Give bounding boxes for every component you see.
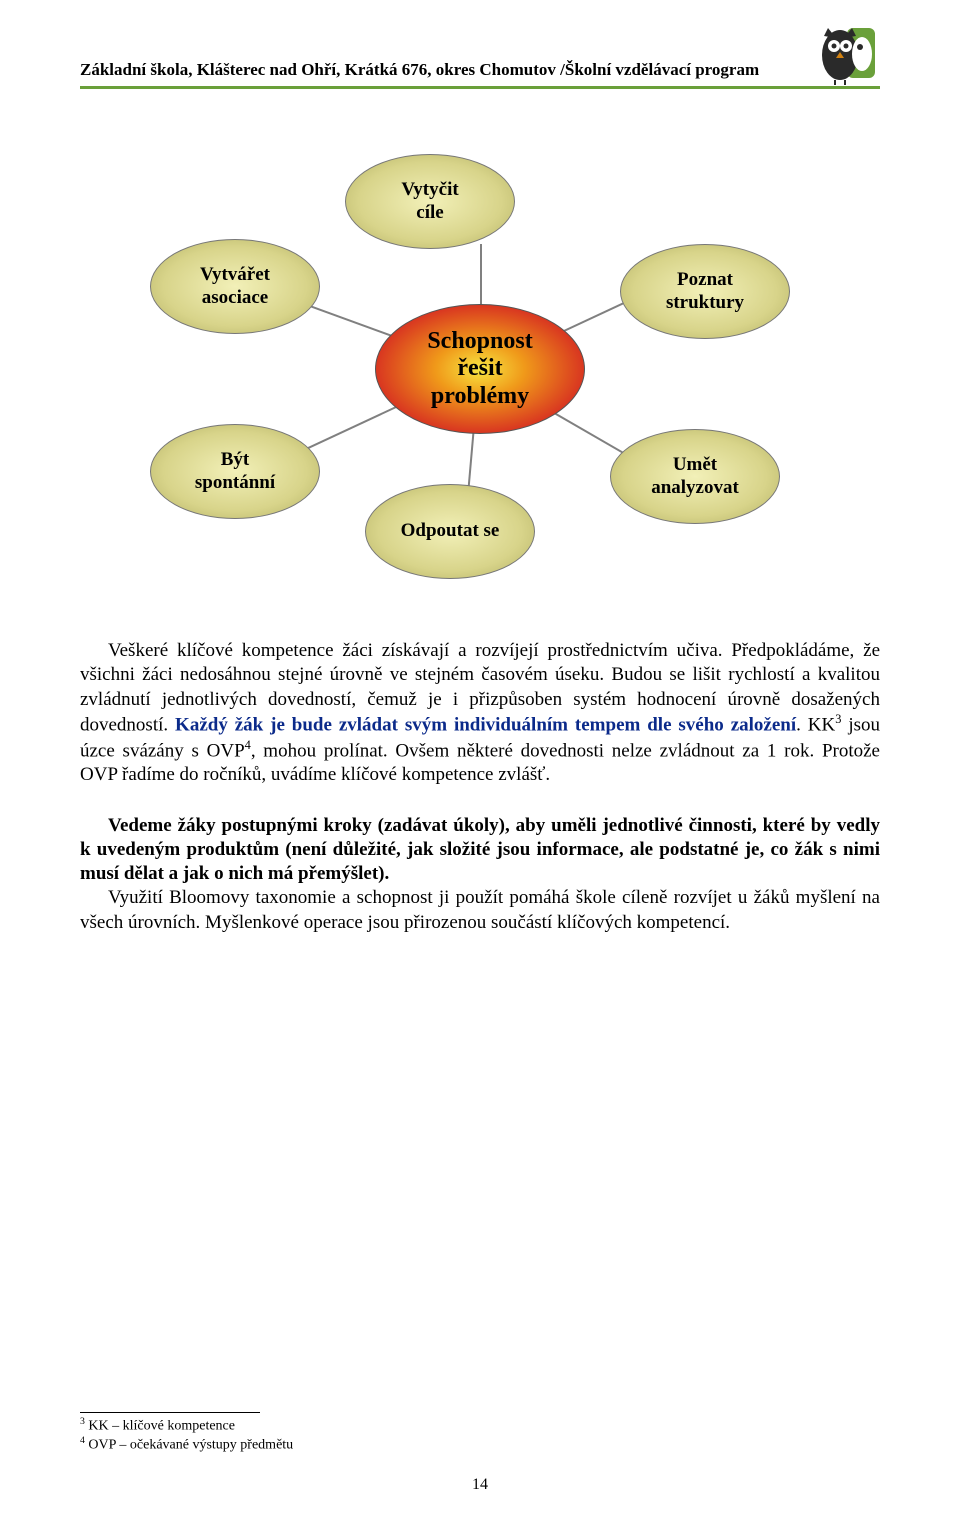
highlighted-text: Každý žák je bude zvládat svým individuá… — [175, 714, 796, 735]
footnote-3: 3 KK – klíčové kompetence — [80, 1416, 293, 1435]
footnote-text: KK – klíčové kompetence — [85, 1418, 235, 1433]
footnotes: 3 KK – klíčové kompetence 4 OVP – očekáv… — [80, 1412, 293, 1454]
document-page: Základní škola, Klášterec nad Ohří, Krát… — [0, 0, 960, 1524]
footnote-text: OVP – očekávané výstupy předmětu — [85, 1438, 293, 1453]
node-label: Umětanalyzovat — [651, 454, 739, 500]
node-vytvaret-asociace: Vytvářetasociace — [150, 239, 320, 334]
owl-logo-icon — [820, 20, 875, 90]
node-label: Poznatstruktury — [666, 269, 744, 315]
node-label: Schopnostřešitproblémy — [427, 328, 532, 411]
paragraph-2: Vedeme žáky postupnými kroky (zadávat úk… — [80, 814, 880, 887]
node-label: Odpoutat se — [401, 520, 500, 543]
text: . KK — [796, 714, 835, 735]
page-header: Základní škola, Klášterec nad Ohří, Krát… — [80, 60, 880, 89]
body-paragraphs: Veškeré klíčové kompetence žáci získávaj… — [80, 639, 880, 935]
node-center: Schopnostřešitproblémy — [375, 304, 585, 434]
paragraph-1: Veškeré klíčové kompetence žáci získávaj… — [80, 639, 880, 788]
node-label: Vytyčitcíle — [401, 179, 458, 225]
node-poznat-struktury: Poznatstruktury — [620, 244, 790, 339]
paragraph-3: Využití Bloomovy taxonomie a schopnost j… — [80, 886, 880, 935]
footnote-rule — [80, 1412, 260, 1413]
node-vytycit-cile: Vytyčitcíle — [345, 154, 515, 249]
node-label: Býtspontánní — [195, 449, 275, 495]
node-umet-analyzovat: Umětanalyzovat — [610, 429, 780, 524]
page-number: 14 — [0, 1476, 960, 1494]
footnote-4: 4 OVP – očekávané výstupy předmětu — [80, 1435, 293, 1454]
concept-diagram: Vytyčitcíle Poznatstruktury Umětanalyzov… — [110, 149, 850, 599]
node-odpoutat-se: Odpoutat se — [365, 484, 535, 579]
node-label: Vytvářetasociace — [200, 264, 270, 310]
node-byt-spontanni: Býtspontánní — [150, 424, 320, 519]
